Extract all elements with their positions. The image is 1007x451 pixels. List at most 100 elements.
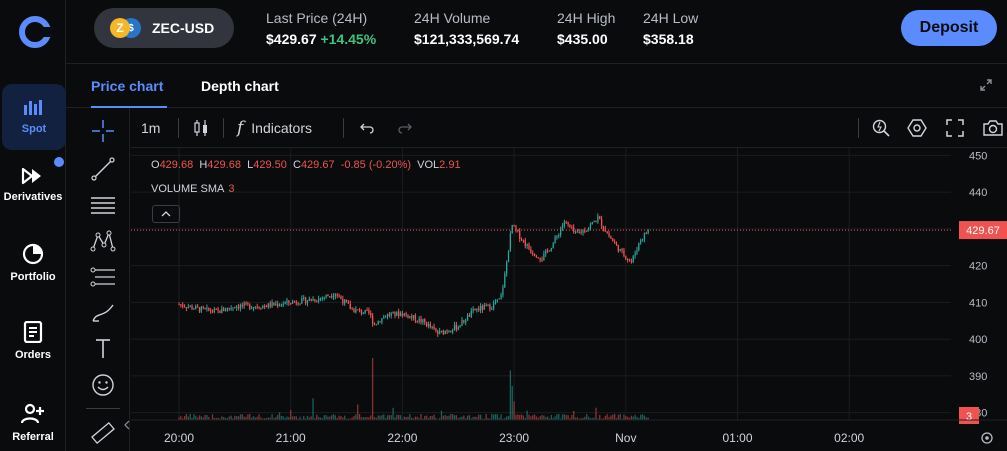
time-tick-label: 21:00	[276, 431, 306, 445]
volume-bar	[589, 418, 592, 420]
fullscreen-button[interactable]	[946, 118, 964, 138]
volume-bar	[332, 414, 335, 420]
stat-value: $429.67 +14.45%	[266, 31, 376, 47]
candle-body	[269, 303, 271, 307]
candle-body	[193, 308, 195, 310]
volume-bar	[507, 415, 510, 420]
volume-bar	[489, 418, 491, 420]
crosshair-tool[interactable]	[88, 116, 118, 146]
volume-bar	[239, 414, 242, 420]
candle-body	[202, 307, 204, 309]
volume-bar	[483, 418, 485, 420]
volume-bar	[457, 418, 459, 420]
volume-bar	[543, 415, 545, 420]
volume-bar	[625, 416, 627, 420]
volume-bar	[496, 414, 498, 420]
candle-body	[398, 311, 400, 317]
volume-bar	[470, 418, 472, 420]
volume-bar	[528, 414, 530, 420]
coinbase-logo-icon[interactable]	[18, 15, 52, 49]
candle-body	[543, 253, 545, 261]
candle-body	[567, 221, 569, 225]
settings-button[interactable]	[907, 118, 927, 138]
volume-bar	[178, 417, 180, 420]
volume-bar	[409, 414, 411, 420]
horizontal-lines-tool[interactable]	[88, 190, 118, 220]
candle-body	[552, 243, 554, 249]
nav-item-spot[interactable]: Spot	[2, 84, 66, 150]
volume-bar	[353, 415, 355, 420]
search-lightning-icon	[872, 119, 890, 137]
pattern-tool[interactable]	[88, 226, 118, 256]
candle-body	[331, 296, 333, 298]
volume-bar	[524, 418, 526, 420]
volume-bar	[236, 416, 238, 420]
candle-body	[455, 324, 458, 330]
candle-body	[308, 298, 310, 301]
candle-body	[243, 303, 245, 307]
volume-bar	[297, 418, 299, 420]
nav-item-portfolio[interactable]: Portfolio	[0, 230, 66, 296]
candle-body	[211, 311, 214, 313]
smiley-icon	[92, 374, 114, 396]
volume-bar	[308, 417, 310, 420]
nav-item-referral[interactable]: Referral	[0, 390, 66, 451]
candle-body	[196, 306, 199, 308]
volume-bar	[295, 416, 297, 420]
undo-button[interactable]	[359, 118, 375, 138]
nav-item-orders[interactable]: Orders	[0, 308, 66, 374]
text-tool[interactable]	[88, 334, 118, 364]
emoji-tool[interactable]	[88, 370, 118, 400]
nav-item-derivatives[interactable]: Derivatives	[0, 152, 66, 218]
quick-search-button[interactable]	[871, 118, 891, 138]
candle-body	[390, 313, 392, 316]
volume-bar	[576, 417, 579, 420]
collapse-tools-chevron-icon[interactable]	[124, 420, 130, 430]
volume-bar	[340, 416, 342, 420]
candle-body	[334, 294, 337, 297]
candle-body	[198, 307, 201, 312]
price-chart[interactable]: 450440430420410400390380429.673 20:0021:…	[131, 148, 1007, 451]
volume-bar	[185, 413, 188, 420]
volume-bar	[277, 414, 279, 420]
volume-bar	[206, 415, 208, 420]
redo-icon	[398, 123, 412, 134]
indicators-button[interactable]: f Indicators	[237, 118, 312, 138]
volume-bar	[424, 415, 426, 420]
candle-body	[522, 240, 525, 242]
candle-body	[414, 315, 417, 322]
interval-button[interactable]: 1m	[141, 120, 161, 136]
toolbar-divider	[178, 118, 179, 138]
trend-line-tool[interactable]	[88, 154, 118, 184]
volume-bar	[357, 404, 359, 420]
chart-tabs: Price chart Depth chart	[66, 64, 1007, 108]
expand-icon[interactable]	[979, 78, 993, 92]
volume-bar	[502, 418, 504, 420]
fib-retracement-tool[interactable]	[88, 262, 118, 292]
candle-body	[640, 240, 642, 243]
pie-chart-icon	[22, 243, 44, 265]
candle-body	[589, 224, 592, 228]
volume-bar	[491, 413, 493, 420]
candle-type-button[interactable]	[193, 118, 209, 138]
volume-bar	[556, 414, 558, 420]
candle-body	[412, 315, 415, 318]
redo-button[interactable]	[397, 118, 413, 138]
volume-bar	[358, 413, 361, 420]
volume-bar	[321, 418, 323, 420]
tab-price-chart[interactable]: Price chart	[91, 78, 164, 94]
collapse-legend-button[interactable]	[152, 205, 180, 223]
volume-bar	[513, 401, 515, 420]
tab-depth-chart[interactable]: Depth chart	[201, 78, 279, 94]
volume-bar	[632, 416, 634, 420]
pair-selector[interactable]: Z $ ZEC-USD	[94, 8, 234, 48]
price-axis-bg	[951, 148, 1007, 451]
candle-body	[498, 298, 500, 300]
hexagon-settings-icon	[907, 119, 927, 137]
deposit-button[interactable]: Deposit	[901, 10, 997, 46]
candle-body	[366, 309, 368, 311]
ruler-tool[interactable]	[88, 418, 118, 448]
screenshot-button[interactable]	[982, 118, 1004, 138]
brush-tool[interactable]	[88, 298, 118, 328]
candle-body	[573, 227, 575, 232]
